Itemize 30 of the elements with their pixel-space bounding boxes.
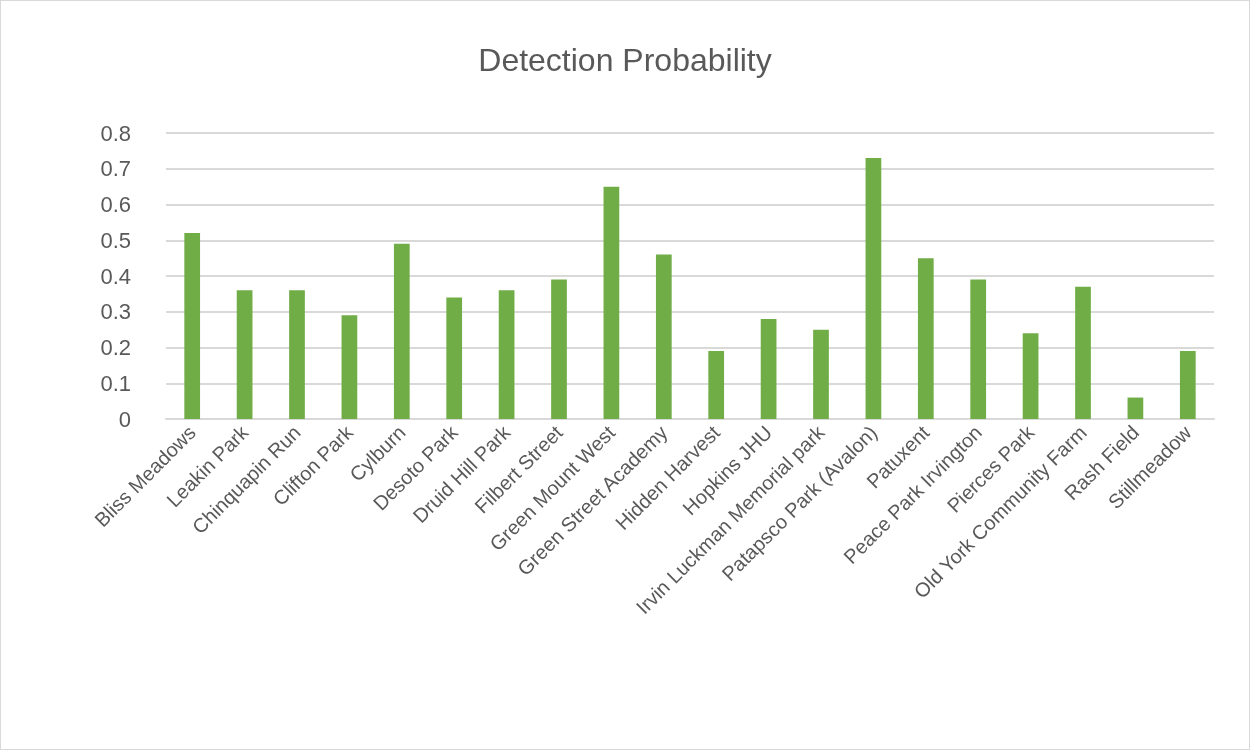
bar: [655, 254, 672, 419]
bar: [341, 315, 358, 419]
bar: [603, 186, 620, 419]
bar: [760, 318, 777, 419]
bar: [813, 329, 829, 419]
bar: [865, 158, 882, 419]
bar: [236, 290, 253, 419]
bar: [498, 290, 515, 419]
y-tick-label: 0.8: [100, 120, 131, 146]
bar: [289, 290, 305, 419]
bar: [917, 258, 934, 419]
bar: [446, 297, 463, 419]
bar: [551, 279, 567, 419]
bar: [1022, 333, 1039, 419]
bar: [708, 351, 725, 419]
bar: [1075, 286, 1091, 419]
chart-title: Detection Probability: [478, 42, 772, 78]
y-tick-label: 0.4: [100, 263, 131, 289]
bar: [393, 243, 410, 419]
y-tick-label: 0.7: [100, 156, 131, 182]
bar: [1127, 397, 1144, 419]
y-tick-label: 0.6: [100, 192, 131, 217]
bar: [1179, 351, 1196, 419]
y-tick-label: 0.2: [100, 335, 131, 360]
y-tick-label: 0.5: [100, 227, 131, 253]
y-tick-label: 0: [118, 406, 131, 432]
y-tick-label: 0.1: [100, 370, 131, 396]
bar: [184, 233, 201, 419]
bar: [970, 279, 987, 419]
y-tick-label: 0.3: [100, 299, 131, 325]
